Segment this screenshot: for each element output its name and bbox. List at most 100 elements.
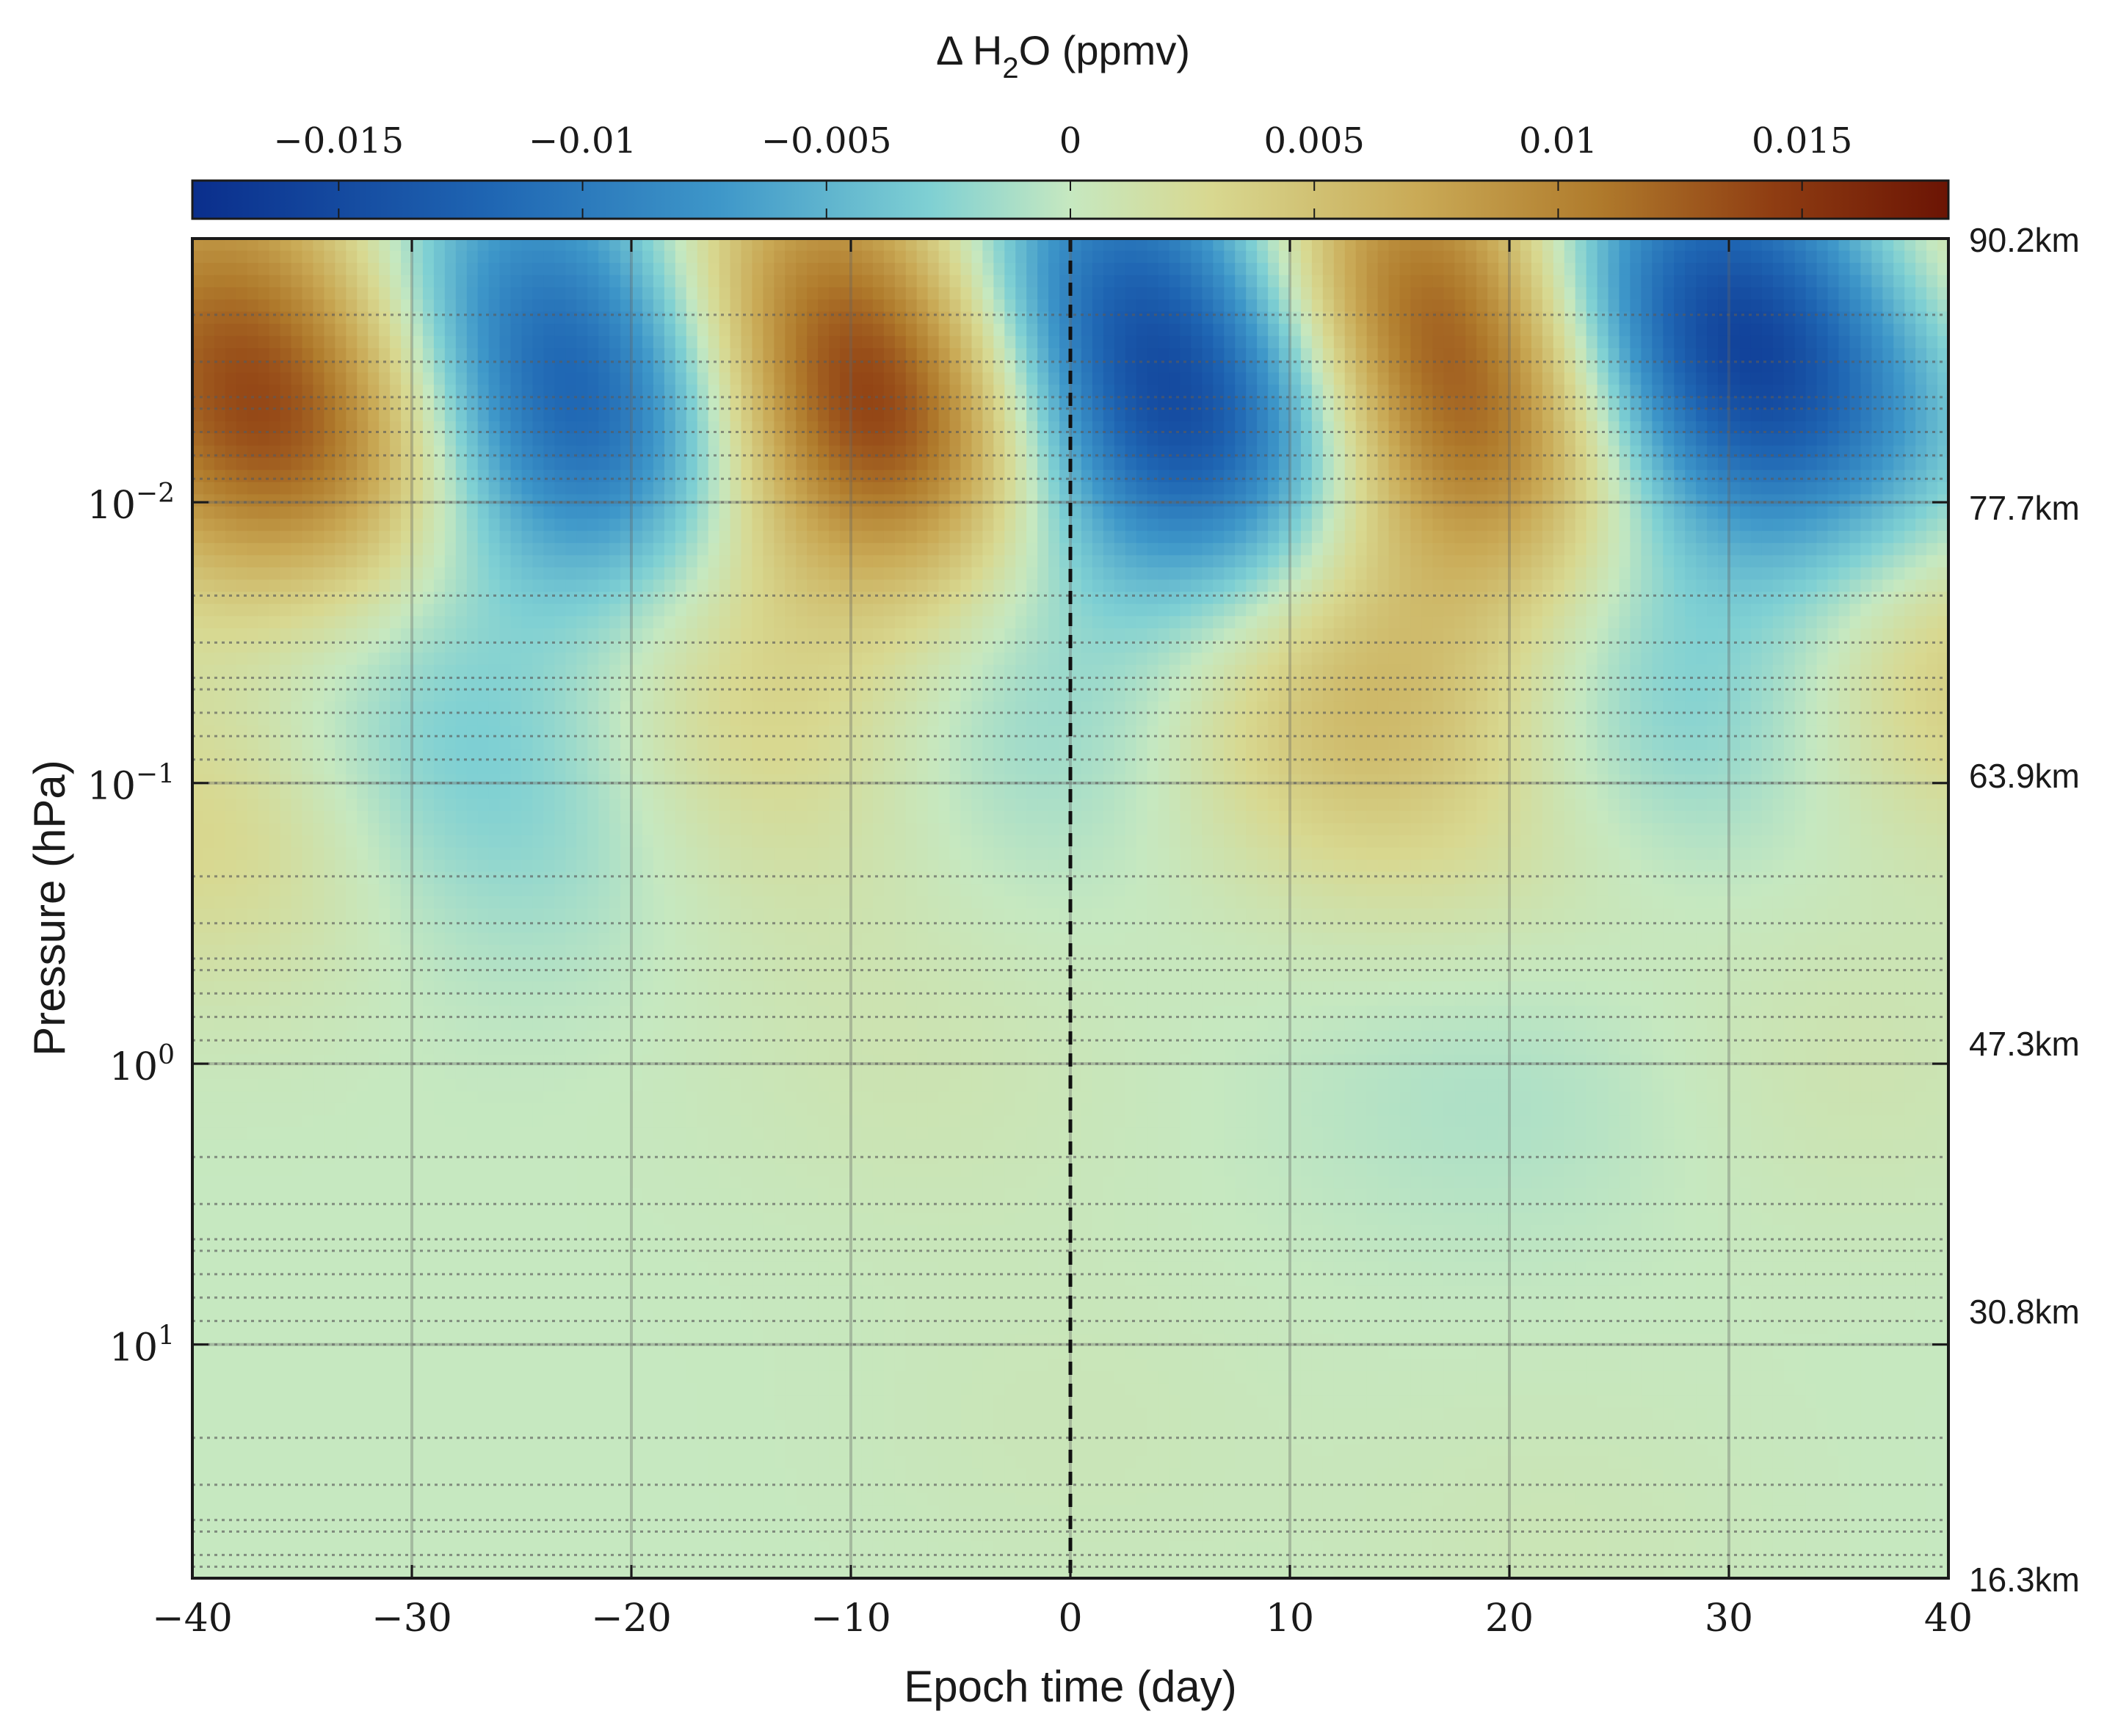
heatmap-cell: [905, 567, 918, 581]
heatmap-cell: [1235, 531, 1247, 544]
heatmap-cell: [598, 287, 610, 300]
heatmap-cell: [203, 457, 215, 471]
heatmap-cell: [1630, 567, 1642, 581]
heatmap-cell: [444, 348, 457, 361]
heatmap-cell: [1081, 385, 1093, 398]
heatmap-cell: [1147, 470, 1159, 483]
heatmap-cell: [587, 348, 599, 361]
heatmap-cell: [1026, 287, 1038, 300]
heatmap-cell: [587, 518, 599, 531]
heatmap-cell: [192, 348, 204, 361]
heatmap-cell: [379, 239, 391, 252]
heatmap-cell: [335, 531, 347, 544]
heatmap-cell: [1926, 470, 1938, 483]
heatmap-cell: [1685, 324, 1697, 337]
heatmap-cell: [412, 299, 424, 313]
heatmap-cell: [422, 518, 435, 531]
heatmap-cell: [1454, 603, 1466, 617]
heatmap-cell: [1783, 335, 1796, 349]
heatmap-cell: [1718, 531, 1730, 544]
heatmap-cell: [1421, 603, 1434, 617]
heatmap-cell: [1827, 555, 1840, 568]
heatmap-cell: [1158, 506, 1170, 520]
heatmap-cell: [324, 263, 336, 276]
heatmap-cell: [719, 360, 731, 374]
heatmap-cell: [335, 311, 347, 324]
heatmap-cell: [1926, 446, 1938, 459]
heatmap-cell: [1718, 433, 1730, 446]
heatmap-cell: [313, 433, 325, 446]
heatmap-cell: [1158, 518, 1170, 531]
heatmap-cell: [861, 518, 874, 531]
heatmap-cell: [1498, 335, 1510, 349]
heatmap-cell: [872, 579, 885, 592]
heatmap-cell: [1509, 506, 1521, 520]
heatmap-cell: [993, 396, 1006, 410]
heatmap-cell: [1465, 287, 1477, 300]
heatmap-cell: [1388, 263, 1401, 276]
heatmap-cell: [214, 421, 226, 435]
heatmap-cell: [1860, 275, 1873, 288]
heatmap-cell: [1509, 324, 1521, 337]
heatmap-cell: [258, 616, 270, 629]
heatmap-cell: [1849, 506, 1862, 520]
heatmap-cell: [1290, 470, 1302, 483]
heatmap-cell: [1004, 287, 1017, 300]
heatmap-cell: [499, 324, 512, 337]
heatmap-cell: [1904, 603, 1916, 617]
heatmap-cell: [1246, 531, 1258, 544]
heatmap-cell: [1432, 239, 1445, 252]
heatmap-cell: [1739, 239, 1752, 252]
heatmap-cell: [1147, 555, 1159, 568]
heatmap-cell: [587, 531, 599, 544]
heatmap-cell: [379, 287, 391, 300]
heatmap-cell: [357, 324, 369, 337]
heatmap-cell: [785, 482, 797, 495]
heatmap-cell: [1476, 385, 1488, 398]
heatmap-cell: [730, 579, 742, 592]
heatmap-cell: [1169, 494, 1181, 507]
heatmap-cell: [1750, 409, 1763, 422]
heatmap-cell: [1125, 567, 1137, 581]
heatmap-cell: [1443, 470, 1456, 483]
heatmap-cell: [1641, 299, 1653, 313]
heatmap-cell: [1158, 311, 1170, 324]
heatmap-cell: [258, 275, 270, 288]
heatmap-cell: [1652, 506, 1664, 520]
heatmap-cell: [335, 324, 347, 337]
heatmap-cell: [521, 433, 534, 446]
heatmap-cell: [1674, 385, 1686, 398]
heatmap-cell: [1311, 433, 1324, 446]
heatmap-cell: [620, 250, 632, 264]
heatmap-cell: [543, 433, 556, 446]
heatmap-cell: [565, 567, 578, 581]
heatmap-cell: [1794, 506, 1807, 520]
heatmap-cell: [1004, 348, 1017, 361]
heatmap-cell: [1333, 482, 1346, 495]
heatmap-cell: [1575, 542, 1587, 556]
heatmap-cell: [1421, 446, 1434, 459]
heatmap-cell: [1070, 579, 1082, 592]
heatmap-cell: [1827, 360, 1840, 374]
heatmap-cell: [883, 360, 896, 374]
heatmap-cell: [236, 592, 248, 605]
heatmap-cell: [949, 433, 962, 446]
heatmap-cell: [1575, 372, 1587, 385]
heatmap-cell: [1015, 275, 1027, 288]
heatmap-cell: [971, 287, 984, 300]
heatmap-cell: [675, 457, 687, 471]
heatmap-cell: [971, 348, 984, 361]
heatmap-cell: [192, 409, 204, 422]
heatmap-cell: [554, 299, 567, 313]
heatmap-cell: [280, 299, 292, 313]
heatmap-cell: [477, 421, 490, 435]
heatmap-cell: [1553, 446, 1565, 459]
heatmap-cell: [960, 579, 973, 592]
heatmap-cell: [302, 409, 314, 422]
heatmap-cell: [1761, 409, 1774, 422]
heatmap-cell: [664, 457, 676, 471]
heatmap-cell: [1542, 579, 1554, 592]
heatmap-cell: [247, 311, 259, 324]
heatmap-cell: [346, 555, 358, 568]
